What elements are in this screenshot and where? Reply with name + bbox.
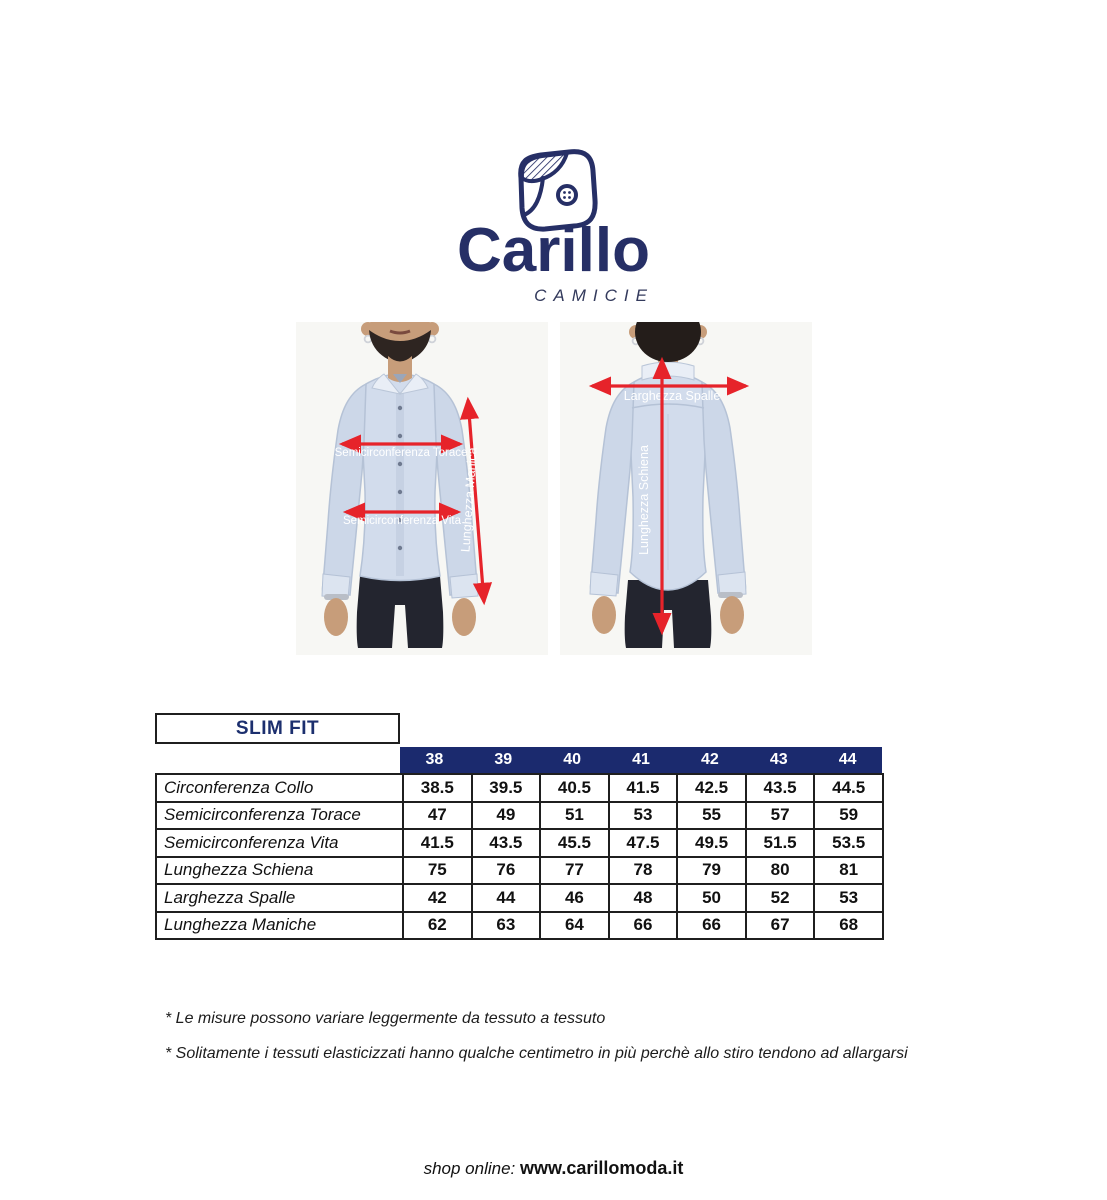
size-header-cell: 42 xyxy=(700,751,719,768)
note-line: * Solitamente i tessuti elasticizzati ha… xyxy=(165,1045,908,1062)
size-header-cell: 40 xyxy=(563,751,582,768)
footer: shop online: www.carillomoda.it xyxy=(0,1158,1107,1179)
table-row: Semicirconferenza Vita 41.5 43.5 45.5 47… xyxy=(155,828,884,858)
table-row: Larghezza Spalle 42 44 46 48 50 52 53 xyxy=(155,883,884,913)
brand-logo: Carillo CAMICIE xyxy=(0,148,1107,306)
back-shoulders-measure-label: Larghezza Spalle xyxy=(623,389,720,403)
back-length-measure-label: Lunghezza Schiena xyxy=(637,445,651,555)
front-chest-measure-label: Semicirconferenza Torace xyxy=(334,447,467,459)
back-photo: Larghezza Spalle Lunghezza Schiena xyxy=(559,322,812,655)
size-header-cell: 44 xyxy=(838,751,857,768)
bracelet xyxy=(717,592,743,598)
table-row: Lunghezza Schiena 75 76 77 78 79 80 81 xyxy=(155,855,884,885)
size-header-cell: 43 xyxy=(769,751,788,768)
row-label: Larghezza Spalle xyxy=(155,883,404,913)
row-label: Semicirconferenza Torace xyxy=(155,800,404,830)
website-url: www.carillomoda.it xyxy=(520,1158,684,1178)
size-header-row: 38 39 40 41 42 43 44 xyxy=(400,747,882,773)
size-header-cell: 41 xyxy=(632,751,650,768)
table-row: Circonferenza Collo 38.5 39.5 40.5 41.5 … xyxy=(155,773,884,803)
back-pants xyxy=(624,580,711,648)
note-line: * Le misure possono variare leggermente … xyxy=(165,1010,606,1027)
table-row: Lunghezza Maniche 62 63 64 66 66 67 68 xyxy=(155,910,884,940)
size-header-cell: 39 xyxy=(494,751,513,768)
size-header-cell: 38 xyxy=(425,751,444,768)
measure-notes: * Le misure possono variare leggermente … xyxy=(165,1008,908,1065)
size-table: Circonferenza Collo 38.5 39.5 40.5 41.5 … xyxy=(155,773,884,940)
measurement-photos: Semicirconferenza Torace Semicirconferen… xyxy=(0,322,1107,655)
row-label: Semicirconferenza Vita xyxy=(155,828,404,858)
brand-subtitle: CAMICIE xyxy=(534,286,654,305)
front-photo: Semicirconferenza Torace Semicirconferen… xyxy=(295,322,548,655)
beard xyxy=(368,330,431,364)
sleeve-measure-arrow xyxy=(459,396,492,606)
shop-online-label: shop online: xyxy=(423,1159,516,1178)
row-label: Lunghezza Schiena xyxy=(155,855,404,885)
front-pants xyxy=(356,576,443,648)
back-head xyxy=(634,322,701,362)
row-label: Circonferenza Collo xyxy=(155,773,404,803)
front-waist-measure-label: Semicirconferenza Vita xyxy=(342,515,461,527)
brand-name: Carillo xyxy=(457,216,650,285)
table-row: Semicirconferenza Torace 47 49 51 53 55 … xyxy=(155,800,884,830)
fit-label-box: SLIM FIT xyxy=(155,713,400,744)
shirt-cuff-icon xyxy=(517,149,598,232)
watch xyxy=(323,594,349,600)
row-label: Lunghezza Maniche xyxy=(155,910,404,940)
